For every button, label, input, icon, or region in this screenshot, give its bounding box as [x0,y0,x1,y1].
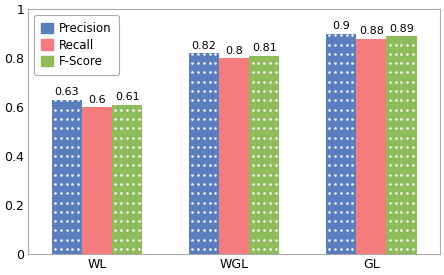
Bar [326,34,356,254]
Bar [52,100,82,254]
Bar [386,36,416,254]
Text: 0.6: 0.6 [88,95,106,104]
Bar [356,39,386,254]
Legend: Precision, Recall, F-Score: Precision, Recall, F-Score [34,15,119,75]
Text: 0.9: 0.9 [332,21,350,31]
Bar [112,104,142,254]
Text: 0.81: 0.81 [252,43,277,53]
Text: 0.82: 0.82 [191,41,216,51]
Text: 0.89: 0.89 [389,24,414,34]
Bar [219,58,249,254]
Text: 0.63: 0.63 [55,87,79,97]
Bar [189,53,219,254]
Text: 0.8: 0.8 [225,46,243,56]
Text: 0.61: 0.61 [115,92,139,102]
Text: 0.88: 0.88 [359,26,384,36]
Bar [249,56,279,254]
Bar [82,107,112,254]
